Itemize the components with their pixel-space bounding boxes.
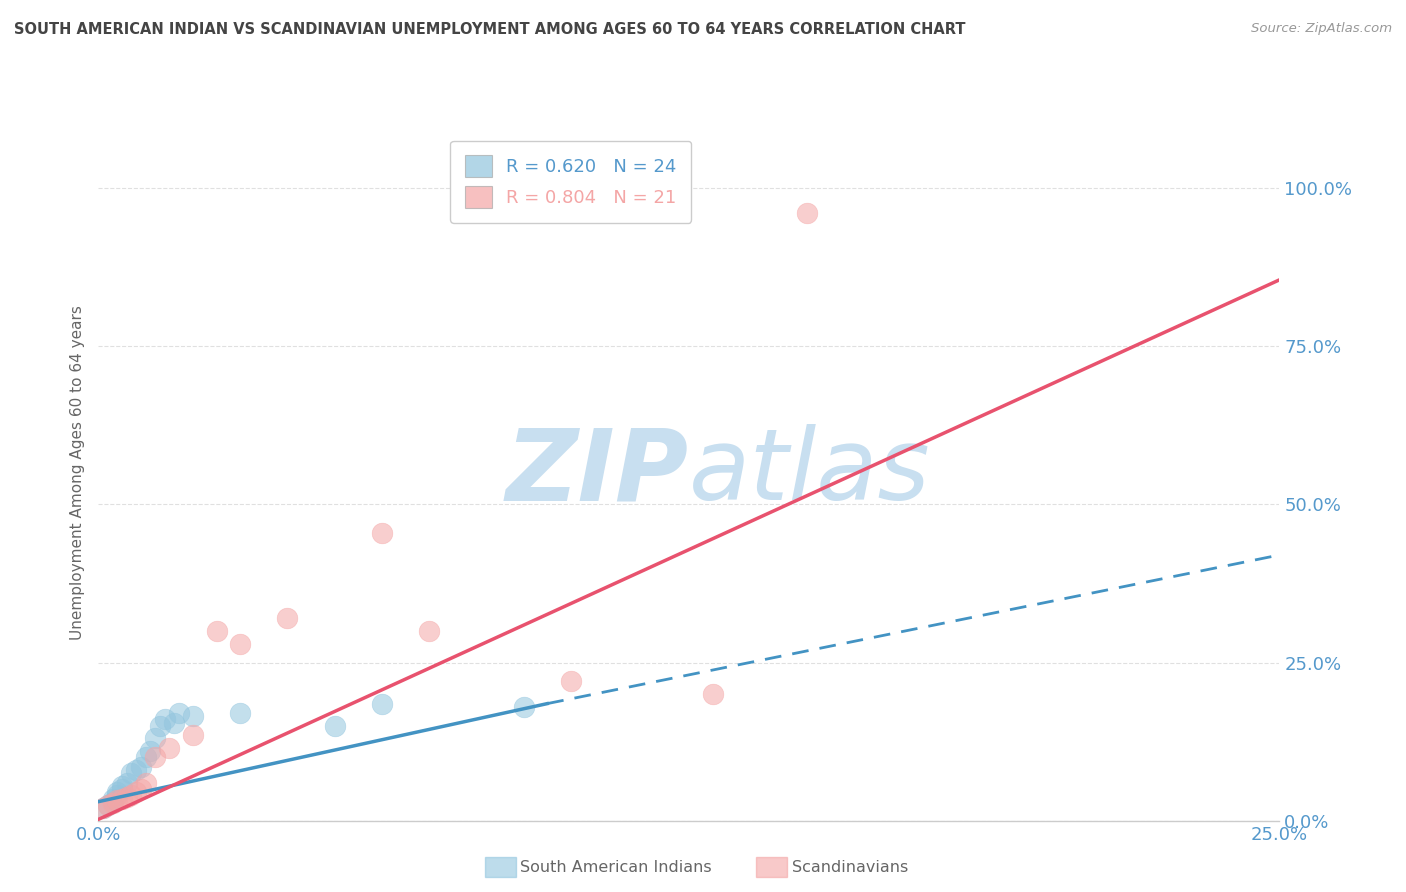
Point	[101, 791, 124, 805]
Point	[181, 728, 204, 742]
Point	[205, 624, 228, 638]
Point	[97, 797, 120, 812]
Point	[91, 801, 114, 815]
Point	[101, 795, 124, 809]
Point	[125, 785, 148, 799]
Text: SOUTH AMERICAN INDIAN VS SCANDINAVIAN UNEMPLOYMENT AMONG AGES 60 TO 64 YEARS COR: SOUTH AMERICAN INDIAN VS SCANDINAVIAN UN…	[14, 22, 966, 37]
Point	[121, 766, 143, 780]
Point	[796, 206, 818, 220]
Point	[135, 775, 157, 789]
Text: ZIP: ZIP	[506, 425, 689, 521]
Point	[125, 763, 148, 777]
Point	[115, 789, 138, 804]
Text: atlas: atlas	[689, 425, 931, 521]
Point	[121, 789, 143, 803]
Point	[115, 775, 138, 789]
Point	[105, 789, 128, 803]
Point	[101, 796, 124, 810]
Point	[97, 797, 120, 812]
Point	[167, 706, 190, 720]
Point	[153, 713, 176, 727]
Point	[111, 779, 134, 793]
Point	[143, 750, 166, 764]
Point	[181, 709, 204, 723]
Point	[157, 740, 180, 755]
Point	[560, 674, 582, 689]
Point	[229, 636, 252, 650]
Point	[111, 791, 134, 805]
Point	[105, 793, 128, 807]
Point	[371, 697, 394, 711]
Point	[129, 782, 152, 797]
Point	[105, 785, 128, 799]
Point	[129, 760, 152, 774]
Point	[323, 719, 346, 733]
Point	[143, 731, 166, 746]
Point	[229, 706, 252, 720]
Y-axis label: Unemployment Among Ages 60 to 64 years: Unemployment Among Ages 60 to 64 years	[69, 305, 84, 640]
Point	[135, 750, 157, 764]
Text: Source: ZipAtlas.com: Source: ZipAtlas.com	[1251, 22, 1392, 36]
Point	[702, 687, 724, 701]
Text: Scandinavians: Scandinavians	[792, 861, 908, 875]
Point	[418, 624, 440, 638]
Point	[139, 744, 162, 758]
Point	[163, 715, 186, 730]
Point	[276, 611, 298, 625]
Point	[91, 801, 114, 815]
Point	[149, 719, 172, 733]
Point	[111, 782, 134, 797]
Text: South American Indians: South American Indians	[520, 861, 711, 875]
Point	[371, 525, 394, 540]
Point	[512, 699, 534, 714]
Legend: R = 0.620   N = 24, R = 0.804   N = 21: R = 0.620 N = 24, R = 0.804 N = 21	[450, 141, 692, 223]
